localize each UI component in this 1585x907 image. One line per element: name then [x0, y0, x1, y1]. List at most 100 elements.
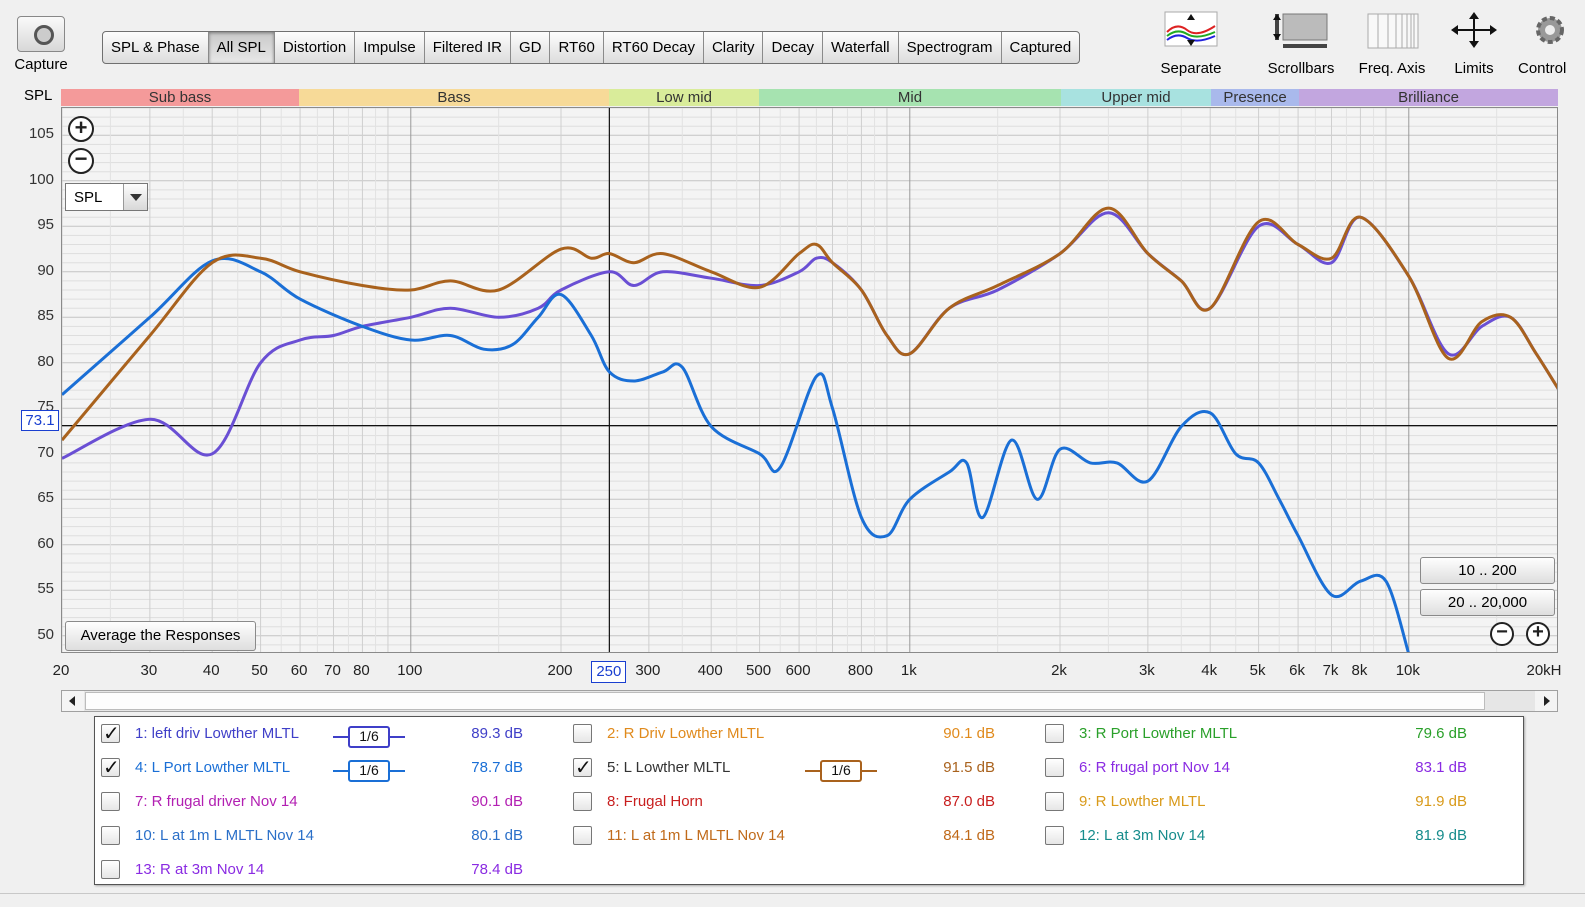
- legend-item: 5: L Lowther MLTL 1/6 91.5 dB: [573, 755, 1013, 785]
- legend-name[interactable]: 8: Frugal Horn: [607, 793, 703, 810]
- legend-checkbox[interactable]: [573, 724, 592, 743]
- gear-icon: [1536, 16, 1564, 44]
- legend-name[interactable]: 12: L at 3m Nov 14: [1079, 827, 1206, 844]
- legend-checkbox[interactable]: [1045, 758, 1064, 777]
- y-tick-label: 105: [28, 125, 54, 143]
- legend-value: 87.0 dB: [943, 793, 995, 810]
- legend-checkbox[interactable]: [101, 792, 120, 811]
- zoom-out-icon[interactable]: −: [68, 148, 94, 174]
- x-tick-label: 10k: [1395, 662, 1420, 679]
- scroll-left-icon[interactable]: [62, 691, 84, 711]
- tab-spl-phase[interactable]: SPL & Phase: [103, 32, 209, 63]
- legend-name[interactable]: 3: R Port Lowther MLTL: [1079, 725, 1238, 742]
- graph-type-value: SPL: [74, 189, 103, 206]
- legend-checkbox[interactable]: [573, 755, 592, 780]
- legend-item: 10: L at 1m L MLTL Nov 14 80.1 dB: [101, 825, 541, 853]
- tab-decay[interactable]: Decay: [763, 32, 824, 63]
- horizontal-scrollbar[interactable]: [61, 690, 1558, 712]
- capture-label: Capture: [14, 56, 68, 73]
- legend-checkbox[interactable]: [1045, 792, 1064, 811]
- tab-clarity[interactable]: Clarity: [704, 32, 764, 63]
- legend-item: 7: R frugal driver Nov 14 90.1 dB: [101, 791, 541, 819]
- smoothing-indicator[interactable]: 1/6: [805, 759, 877, 783]
- x-tick-label: 20: [52, 662, 70, 679]
- x-tick-label: 200: [547, 662, 573, 679]
- capture-button[interactable]: Capture: [6, 10, 76, 80]
- zoom-out-icon[interactable]: −: [1490, 622, 1514, 646]
- legend-name[interactable]: 13: R at 3m Nov 14: [135, 861, 265, 878]
- average-responses-button[interactable]: Average the Responses: [65, 621, 256, 651]
- range-10-200-button[interactable]: 10 .. 200: [1420, 557, 1555, 584]
- legend-checkbox[interactable]: [101, 826, 120, 845]
- scrollbars-button[interactable]: Scrollbars: [1258, 10, 1344, 77]
- legend-item: 8: Frugal Horn 87.0 dB: [573, 791, 1013, 819]
- spl-graph-canvas[interactable]: [62, 108, 1558, 653]
- legend-item: 1: left driv Lowther MLTL 1/6 89.3 dB: [101, 721, 541, 751]
- cursor-x-readout: 250: [591, 661, 627, 683]
- x-tick-label: 2k: [1051, 662, 1067, 679]
- legend-value: 78.7 dB: [471, 759, 523, 776]
- x-tick-label: 50: [251, 662, 268, 679]
- x-tick-label: 6k: [1289, 662, 1305, 679]
- x-tick-label: 70: [324, 662, 341, 679]
- range-20-20000-button[interactable]: 20 .. 20,000: [1420, 589, 1555, 616]
- legend-checkbox[interactable]: [1045, 724, 1064, 743]
- scrollbar-thumb[interactable]: [85, 692, 1485, 710]
- measurement-legend: 1: left driv Lowther MLTL 1/6 89.3 dB 2: R …: [94, 716, 1524, 885]
- legend-name[interactable]: 5: L Lowther MLTL: [607, 759, 731, 776]
- scroll-right-icon[interactable]: [1535, 691, 1557, 711]
- scrollbars-label: Scrollbars: [1267, 60, 1335, 77]
- zoom-in-icon[interactable]: +: [68, 116, 94, 142]
- legend-checkbox[interactable]: [101, 721, 120, 746]
- spl-graph[interactable]: [61, 107, 1558, 653]
- legend-value: 79.6 dB: [1415, 725, 1467, 742]
- legend-name[interactable]: 10: L at 1m L MLTL Nov 14: [135, 827, 314, 844]
- tab-all-spl[interactable]: All SPL: [208, 32, 275, 63]
- smoothing-indicator[interactable]: 1/6: [333, 759, 405, 783]
- legend-checkbox[interactable]: [573, 792, 592, 811]
- freq-axis-icon: [1367, 13, 1419, 49]
- legend-checkbox[interactable]: [573, 826, 592, 845]
- tab-spectrogram[interactable]: Spectrogram: [899, 32, 1002, 63]
- smoothing-indicator[interactable]: 1/6: [333, 725, 405, 749]
- view-tabs: SPL & Phase All SPL Distortion Impulse Filte…: [102, 31, 1081, 64]
- tab-rt60-decay[interactable]: RT60 Decay: [604, 32, 704, 63]
- separate-button[interactable]: Separate: [1150, 10, 1232, 77]
- x-tick-label: 8k: [1351, 662, 1368, 679]
- smoothing-label: 1/6: [820, 760, 862, 782]
- legend-checkbox[interactable]: [101, 860, 120, 879]
- tab-filtered-ir[interactable]: Filtered IR: [425, 32, 511, 63]
- limits-button[interactable]: Limits: [1443, 10, 1505, 77]
- chevron-down-icon[interactable]: [123, 184, 147, 210]
- legend-item: 11: L at 1m L MLTL Nov 14 84.1 dB: [573, 825, 1013, 853]
- band-mid: Mid: [759, 89, 1061, 106]
- legend-name[interactable]: 2: R Driv Lowther MLTL: [607, 725, 765, 742]
- controls-button[interactable]: Control: [1514, 10, 1585, 77]
- legend-name[interactable]: 4: L Port Lowther MLTL: [135, 759, 291, 776]
- tab-waterfall[interactable]: Waterfall: [823, 32, 899, 63]
- legend-name[interactable]: 1: left driv Lowther MLTL: [135, 725, 299, 742]
- legend-checkbox[interactable]: [101, 755, 120, 780]
- x-tick-label: 400: [697, 662, 723, 679]
- legend-item: 12: L at 3m Nov 14 81.9 dB: [1045, 825, 1485, 853]
- graph-type-select[interactable]: SPL: [65, 183, 148, 211]
- tab-distortion[interactable]: Distortion: [275, 32, 356, 63]
- freq-axis-button[interactable]: Freq. Axis: [1352, 10, 1432, 77]
- legend-value: 81.9 dB: [1415, 827, 1467, 844]
- legend-name[interactable]: 11: L at 1m L MLTL Nov 14: [607, 827, 785, 844]
- x-tick-label: 500: [746, 662, 772, 679]
- legend-name[interactable]: 7: R frugal driver Nov 14: [135, 793, 298, 810]
- tab-captured[interactable]: Captured: [1009, 39, 1072, 56]
- tab-impulse[interactable]: Impulse: [355, 32, 425, 63]
- legend-name[interactable]: 6: R frugal port Nov 14: [1079, 759, 1230, 776]
- tab-gd[interactable]: GD: [511, 32, 551, 63]
- zoom-in-icon[interactable]: +: [1526, 622, 1550, 646]
- x-tick-label: 800: [847, 662, 873, 679]
- x-tick-label: 80: [353, 662, 370, 679]
- legend-value: 91.9 dB: [1415, 793, 1467, 810]
- tab-rt60[interactable]: RT60: [550, 32, 604, 63]
- controls-label: Control: [1518, 60, 1567, 77]
- x-tick-label: 5k: [1249, 662, 1266, 679]
- legend-checkbox[interactable]: [1045, 826, 1064, 845]
- legend-name[interactable]: 9: R Lowther MLTL: [1079, 793, 1206, 810]
